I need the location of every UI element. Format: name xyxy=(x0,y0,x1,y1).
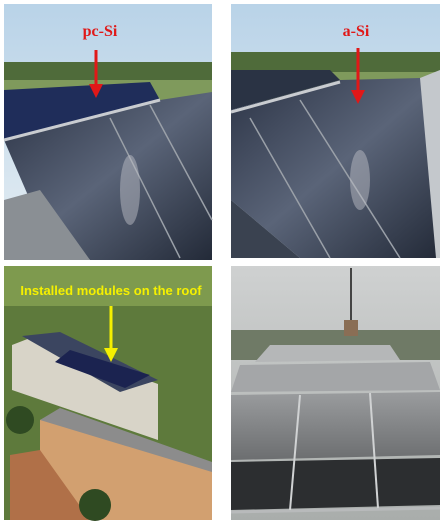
photo-building: Installed modules on the roof xyxy=(4,266,212,521)
photo-roof-array xyxy=(230,266,441,520)
photo-a-si: a-Si xyxy=(230,4,440,259)
label-pc-si: pc-Si xyxy=(83,23,118,40)
photo-pc-si: pc-Si xyxy=(3,4,213,260)
label-a-si: a-Si xyxy=(343,23,370,40)
label-installed-modules: Installed modules on the roof xyxy=(20,283,202,298)
